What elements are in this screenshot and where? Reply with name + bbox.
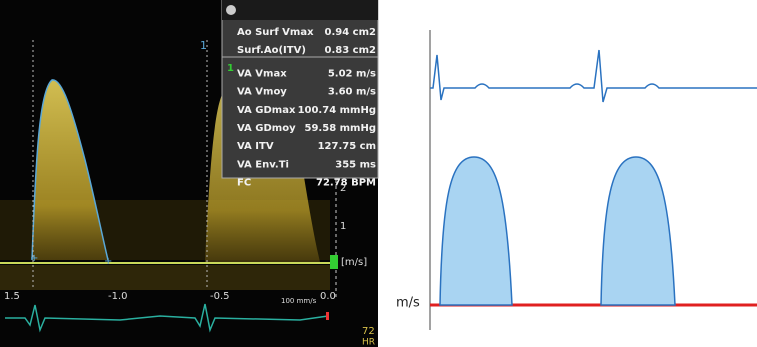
measurement-value: 3.60 m/s [328, 87, 376, 98]
schematic-panel: m/s [396, 30, 757, 330]
measurement-label: Surf.Ao(ITV) [237, 45, 306, 56]
time-tick: 0.0 [320, 291, 336, 302]
measurement-label: FC [237, 178, 251, 189]
ecg-cursor [326, 312, 329, 320]
page: + + 1 2 1 [m/s] 1.5 -1.0 -0.5 0.0 100 mm… [0, 0, 757, 347]
sweep-speed: 100 mm/s [281, 297, 317, 305]
scale-marker [330, 255, 338, 269]
header-icon [226, 5, 236, 15]
measurement-value: 0.94 cm2 [325, 27, 377, 38]
time-tick: 1.5 [4, 291, 20, 302]
measurement-label: VA Env.Ti [237, 159, 289, 170]
time-tick: -1.0 [108, 291, 128, 302]
doppler-panel: + + 1 2 1 [m/s] 1.5 -1.0 -0.5 0.0 100 mm… [0, 0, 378, 347]
measurement-label: VA ITV [237, 141, 274, 152]
cursor-cross: + [104, 256, 112, 267]
noise-band [0, 265, 330, 290]
measurement-value: 0.83 cm2 [325, 45, 377, 56]
flow-hump [440, 157, 512, 305]
heart-rate-unit: HR [362, 338, 375, 347]
measurement-value: 59.58 mmHg [305, 123, 376, 134]
measurement-value: 100.74 mmHg [298, 105, 376, 116]
measurement-label: Ao Surf Vmax [237, 27, 314, 38]
time-tick: -0.5 [210, 291, 230, 302]
y-label: m/s [396, 296, 420, 311]
measurement-value: 5.02 m/s [328, 68, 376, 79]
measurement-label: VA Vmax [237, 68, 287, 79]
cursor-marker: 1 [200, 39, 207, 52]
measurement-label: VA Vmoy [237, 87, 287, 98]
measurement-value: 127.75 cm [318, 141, 376, 152]
ecg-trace [430, 50, 757, 102]
heart-rate: 72 [362, 326, 375, 337]
measurement-label: VA GDmoy [237, 123, 296, 134]
measurement-value: 72.78 BPM [316, 178, 376, 189]
measurement-label: VA GDmax [237, 105, 296, 116]
scale-tick: 1 [340, 221, 346, 232]
measurement-header [222, 0, 378, 20]
measurement-box: 1 Ao Surf Vmax 0.94 cm2 Surf.Ao(ITV) 0.83 c… [222, 0, 378, 189]
group-marker: 1 [227, 63, 234, 74]
figure: + + 1 2 1 [m/s] 1.5 -1.0 -0.5 0.0 100 mm… [0, 0, 757, 347]
flow-hump [601, 157, 675, 305]
measurement-value: 355 ms [335, 159, 376, 170]
scale-unit: [m/s] [341, 257, 367, 268]
cursor-cross: + [30, 253, 38, 264]
